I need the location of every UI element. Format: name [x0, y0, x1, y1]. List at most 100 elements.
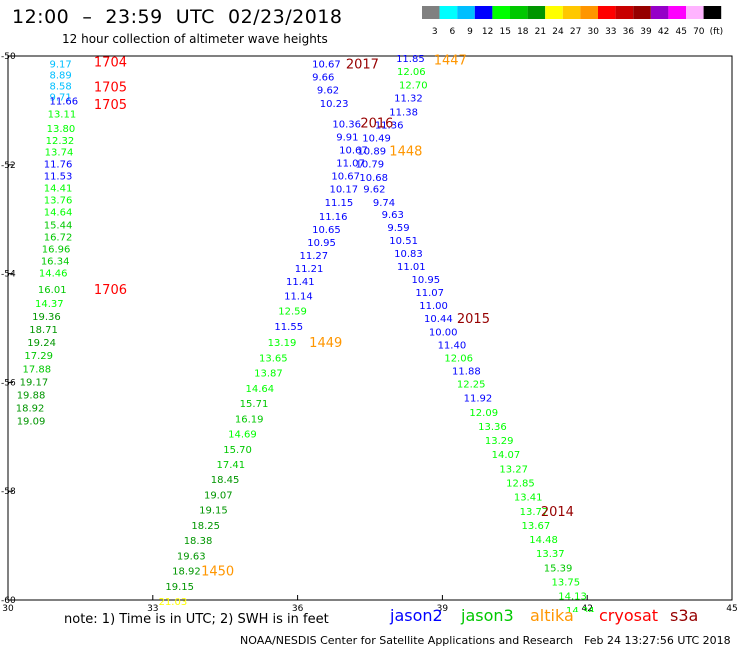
wave-height-label: 9.66	[312, 73, 334, 84]
pass-time-label: 2016	[360, 116, 393, 131]
pass-time-label: 1706	[94, 283, 127, 298]
colorbar-swatch	[562, 6, 581, 19]
x-tick-label: 39	[437, 604, 449, 612]
wave-height-label: 10.51	[389, 236, 418, 247]
wave-height-label: 19.07	[204, 490, 233, 501]
colorbar-label: 24	[552, 27, 564, 37]
wave-height-label: 13.74	[45, 148, 74, 159]
legend-s3a: s3a	[670, 606, 699, 625]
wave-height-label: 18.71	[29, 325, 58, 336]
y-tick-label: -60	[1, 596, 16, 606]
wave-height-label: 15.44	[44, 221, 73, 232]
wave-height-label: 18.25	[191, 521, 220, 532]
colorbar-swatch	[615, 6, 634, 19]
wave-height-label: 13.37	[536, 549, 565, 560]
wave-height-label: 10.67	[331, 172, 360, 183]
timestamp-footer: Feb 24 13:27:56 UTC 2018	[584, 634, 731, 647]
wave-height-label: 10.49	[362, 134, 391, 145]
wave-height-label: 16.96	[42, 245, 71, 256]
colorbar-swatch	[527, 6, 546, 19]
wave-height-label: 19.15	[199, 506, 228, 517]
colorbar-label: 70	[693, 27, 705, 37]
pass-time-label: 1705	[94, 80, 127, 95]
wave-height-label: 11.88	[452, 366, 481, 377]
wave-height-label: 10.79	[356, 160, 385, 171]
legend-jason2: jason2	[390, 606, 443, 625]
wave-height-label: 12.70	[399, 80, 428, 91]
wave-height-label: 11.16	[319, 212, 348, 223]
wave-height-label: 10.65	[312, 225, 341, 236]
pass-time-label: 2014	[541, 505, 574, 520]
wave-height-label: 15.70	[223, 445, 252, 456]
wave-height-label: 9.74	[373, 198, 395, 209]
wave-height-label: 13.77	[520, 507, 549, 518]
wave-height-label: 18.92	[172, 567, 201, 578]
colorbar-label: 6	[450, 27, 456, 37]
wave-height-label: 14.48	[529, 535, 558, 546]
colorbar-swatch	[474, 6, 493, 19]
wave-height-label: 18.92	[16, 403, 45, 414]
page-title: 12:00 – 23:59 UTC 02/23/2018	[12, 6, 343, 28]
wave-height-label: 11.38	[389, 107, 418, 118]
wave-height-label: 16.72	[44, 233, 73, 244]
wave-height-label: 9.17	[50, 60, 72, 71]
colorbar-swatch	[439, 6, 458, 19]
wave-height-label: 9.91	[336, 133, 358, 144]
wave-height-label: 11.41	[286, 277, 315, 288]
colorbar-label: 42	[658, 27, 669, 37]
wave-height-label: 10.36	[332, 119, 361, 130]
wave-height-label: 13.87	[254, 369, 283, 380]
wave-height-label: 13.27	[499, 464, 528, 475]
wave-height-label: 10.67	[339, 146, 368, 157]
x-tick-label: 36	[292, 604, 304, 612]
wave-height-label: 12.06	[444, 353, 473, 364]
wave-height-label: 10.17	[329, 185, 358, 196]
y-tick-label: -56	[1, 378, 16, 388]
pass-time-label: 1705	[94, 98, 127, 113]
wave-height-label: 9.59	[387, 223, 409, 234]
wave-height-label: 13.76	[44, 196, 73, 207]
wave-height-label: 13.41	[514, 493, 543, 504]
wave-height-label: 11.15	[325, 198, 354, 209]
x-tick-label: 33	[147, 604, 158, 612]
units-note: note: 1) Time is in UTC; 2) SWH is in fe…	[64, 612, 329, 627]
colorbar-swatch	[633, 6, 651, 19]
wave-height-label: 11.21	[295, 264, 324, 275]
colorbar-swatch	[510, 6, 528, 19]
wave-height-label: 13.11	[48, 110, 77, 121]
wave-height-label: 11.07	[415, 288, 444, 299]
colorbar-swatch	[598, 6, 616, 19]
wave-height-label: 19.63	[177, 551, 206, 562]
pass-time-label: 1447	[434, 53, 467, 68]
wave-height-label: 9.62	[317, 86, 339, 97]
wave-height-label: 10.68	[359, 173, 388, 184]
colorbar-swatch	[650, 6, 669, 19]
wave-height-label: 19.24	[27, 338, 56, 349]
colorbar-label: 39	[640, 27, 652, 37]
wave-height-label: 13.29	[485, 436, 514, 447]
colorbar-swatch	[492, 6, 510, 19]
wave-height-label: 14.69	[228, 430, 257, 441]
colorbar-swatch	[457, 6, 475, 19]
wave-height-label: 14.34	[566, 606, 595, 612]
wave-height-label: 14.37	[35, 299, 64, 310]
wave-height-label: 11.32	[394, 93, 423, 104]
colorbar-label: 30	[587, 27, 599, 37]
wave-height-label: 16.01	[38, 285, 67, 296]
wave-height-label: 12.59	[278, 307, 307, 318]
wave-height-label: 13.80	[47, 124, 76, 135]
pass-time-label: 1448	[389, 145, 422, 160]
colorbar-label: 12	[482, 27, 493, 37]
wave-height-label: 19.88	[17, 390, 46, 401]
colorbar-label: 9	[467, 27, 473, 37]
colorbar-swatch	[422, 6, 440, 19]
wave-height-label: 10.83	[394, 249, 423, 260]
plot-frame	[7, 55, 733, 601]
wave-height-label: 14.64	[245, 384, 274, 395]
y-tick-label: -52	[1, 161, 16, 171]
wave-height-label: 12.85	[506, 478, 535, 489]
wave-height-label: 11.85	[396, 54, 425, 65]
pass-time-label: 2015	[457, 312, 490, 327]
wave-height-label: 15.39	[544, 563, 573, 574]
credit-footer: NOAA/NESDIS Center for Satellite Applica…	[240, 634, 574, 647]
